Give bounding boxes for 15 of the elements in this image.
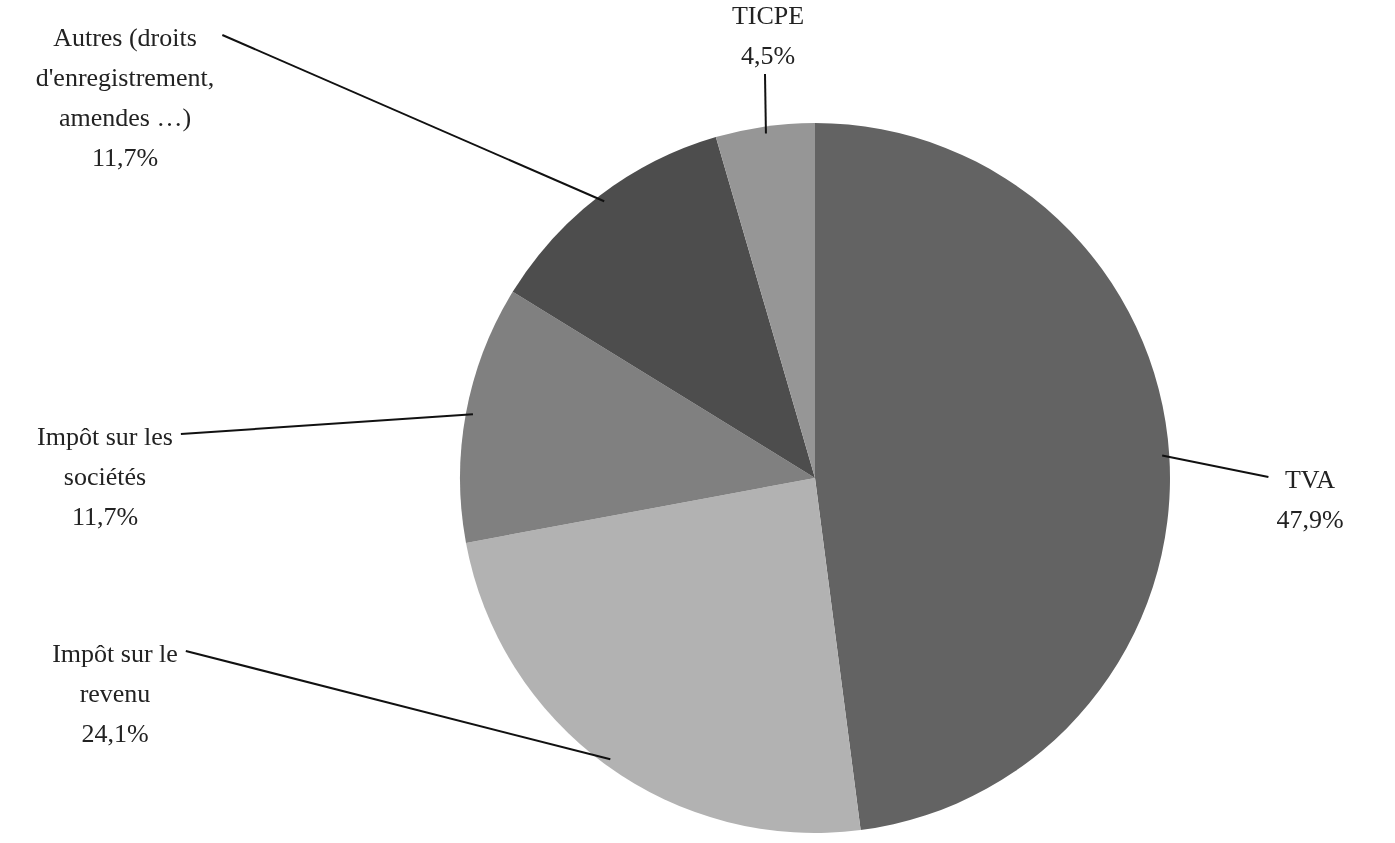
slice-label: TVA bbox=[1284, 465, 1336, 494]
data-label: 11,7% bbox=[71, 502, 139, 531]
pie-slice bbox=[815, 123, 1170, 831]
pie-slice bbox=[465, 478, 861, 833]
pie-slice bbox=[512, 137, 815, 478]
slice-label: Autres (droits d'enregistrement, amendes …) bbox=[35, 23, 215, 132]
data-label: 47,9% bbox=[1276, 505, 1344, 534]
slice-label: Impôt sur le revenu bbox=[52, 639, 178, 708]
data-label: 11,7% bbox=[91, 143, 159, 172]
slice-label: Impôt sur les sociétés bbox=[37, 422, 173, 491]
pie-slice bbox=[460, 291, 815, 543]
slice-label: TICPE bbox=[731, 1, 805, 30]
pie-slice bbox=[715, 123, 815, 478]
data-label: 24,1% bbox=[81, 719, 149, 748]
data-label: 4,5% bbox=[740, 41, 796, 70]
